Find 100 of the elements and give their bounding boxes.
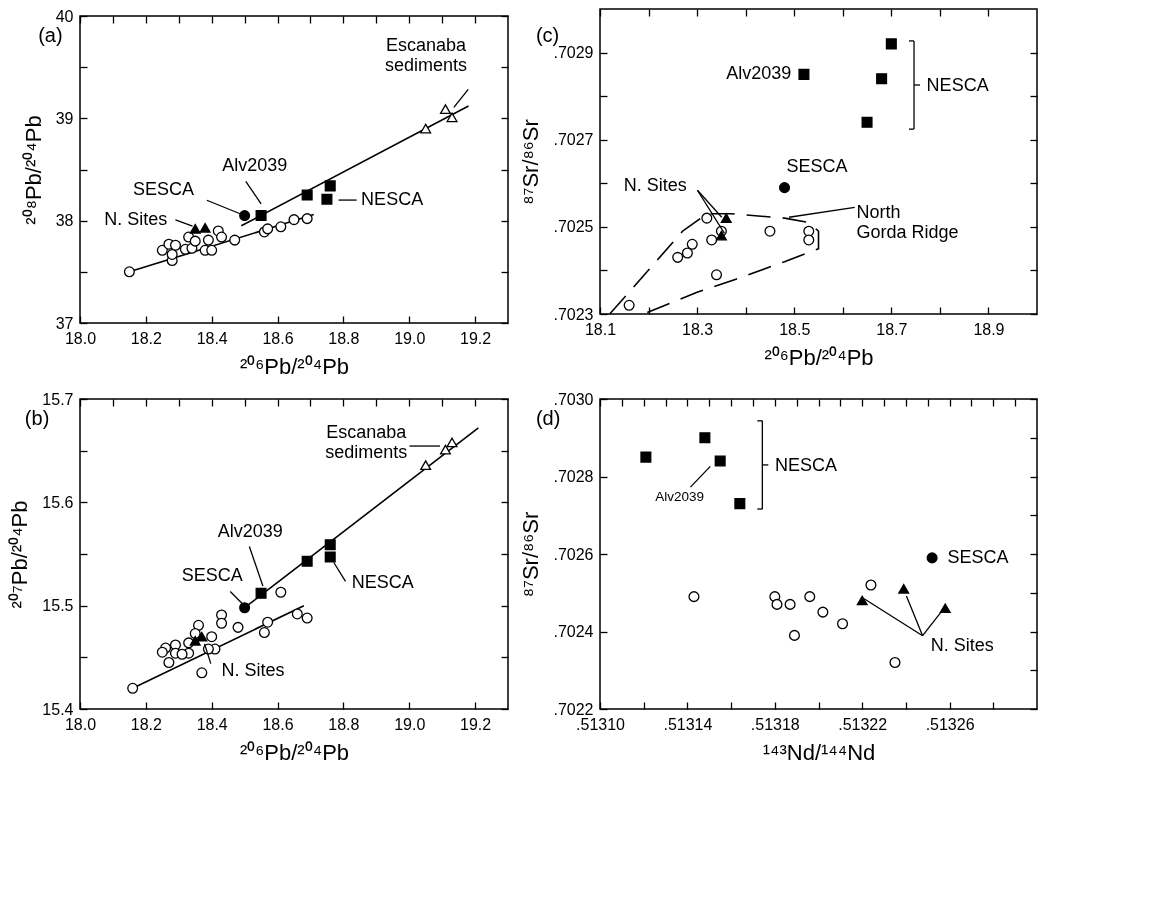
point — [156, 646, 168, 658]
y-tick-label: .7027 — [553, 131, 594, 149]
point — [714, 455, 726, 467]
annotation: Escanaba sediments — [384, 35, 467, 76]
point — [771, 598, 783, 610]
point — [123, 266, 135, 278]
point — [734, 498, 746, 510]
x-tick-label: 19.2 — [460, 329, 492, 347]
y-tick-label: .7030 — [553, 390, 594, 408]
point — [275, 221, 287, 233]
point — [301, 189, 313, 201]
point — [239, 210, 251, 222]
point — [640, 451, 652, 463]
annotation: N. Sites — [930, 634, 994, 655]
point — [788, 629, 800, 641]
point — [926, 552, 938, 564]
annotation: SESCA — [947, 546, 1009, 567]
x-tick-label: 18.0 — [64, 329, 97, 347]
point — [216, 231, 228, 243]
annotation: Alv2039 — [217, 521, 283, 542]
x-tick-label: .51322 — [838, 715, 888, 733]
point — [258, 627, 270, 639]
point — [837, 618, 849, 630]
x-tick-label: 18.4 — [196, 329, 228, 347]
x-tick-label: 19.0 — [394, 329, 426, 347]
x-tick-label: .51314 — [663, 715, 713, 733]
point — [169, 239, 181, 251]
x-axis-title: ²⁰⁶Pb/²⁰⁴Pb — [764, 344, 874, 370]
point — [898, 584, 910, 594]
y-tick-label: 39 — [55, 109, 74, 127]
point — [189, 235, 201, 247]
point — [439, 104, 451, 114]
x-axis-title: ¹⁴³Nd/¹⁴⁴Nd — [762, 739, 876, 765]
y-tick-label: .7022 — [553, 700, 594, 718]
point — [439, 444, 451, 455]
y-tick-label: 15.5 — [42, 597, 74, 615]
point — [288, 214, 300, 226]
point — [166, 248, 178, 260]
point — [885, 38, 897, 50]
point — [715, 230, 727, 241]
point — [701, 212, 713, 224]
point — [262, 223, 274, 235]
point — [865, 579, 877, 591]
point — [856, 595, 868, 606]
x-tick-label: 18.5 — [779, 320, 811, 338]
point — [206, 631, 218, 643]
point — [189, 223, 201, 234]
annotation: N. Sites — [104, 208, 168, 229]
point — [275, 586, 287, 598]
point — [817, 606, 829, 618]
y-tick-label: 38 — [55, 212, 74, 230]
point — [239, 602, 251, 614]
point — [301, 612, 313, 624]
point — [196, 631, 208, 642]
point — [321, 193, 333, 205]
point — [706, 234, 718, 246]
y-axis-title: ⁸⁷Sr/⁸⁶Sr — [518, 119, 544, 205]
x-tick-label: 18.2 — [130, 329, 163, 347]
point — [189, 635, 201, 646]
point — [255, 587, 267, 599]
point — [420, 123, 432, 134]
point — [163, 656, 175, 669]
point — [301, 213, 313, 225]
point — [861, 116, 873, 128]
x-tick-label: .51318 — [750, 715, 800, 733]
y-tick-label: 15.4 — [42, 700, 74, 718]
x-axis-title: ²⁰⁶Pb/²⁰⁴Pb — [239, 739, 350, 765]
y-tick-label: .7024 — [553, 623, 594, 640]
point — [199, 222, 211, 233]
x-tick-label: 18.1 — [584, 320, 617, 338]
x-tick-label: .51310 — [576, 715, 626, 733]
point — [196, 667, 208, 679]
point — [798, 68, 810, 80]
point — [324, 551, 336, 563]
point — [778, 182, 791, 194]
x-tick-label: 18.9 — [973, 320, 1005, 338]
annotation: N. Sites — [221, 659, 285, 680]
point — [291, 608, 303, 620]
x-tick-label: 19.0 — [394, 715, 426, 733]
y-tick-label: 40 — [55, 7, 74, 25]
y-tick-label: .7026 — [553, 545, 594, 563]
x-tick-label: 18.2 — [130, 715, 163, 733]
y-tick-label: 15.7 — [42, 390, 74, 408]
chart-title: (d) — [535, 407, 561, 429]
point — [681, 247, 693, 259]
y-axis-title: ²⁰⁸Pb/²⁰⁴Pb — [20, 115, 46, 225]
point — [446, 437, 458, 448]
point — [803, 234, 815, 246]
point — [804, 591, 816, 603]
annotation: NESCA — [926, 74, 989, 95]
point — [156, 244, 168, 256]
annotation: Escanaba sediments — [325, 422, 408, 463]
point — [176, 648, 188, 660]
point — [420, 460, 432, 470]
point — [889, 656, 901, 669]
x-axis-title: ²⁰⁶Pb/²⁰⁴Pb — [239, 353, 350, 379]
point — [876, 73, 888, 85]
point — [324, 180, 336, 192]
point — [193, 619, 205, 631]
y-axis-title: ²⁰⁷Pb/²⁰⁴Pb — [7, 500, 33, 609]
